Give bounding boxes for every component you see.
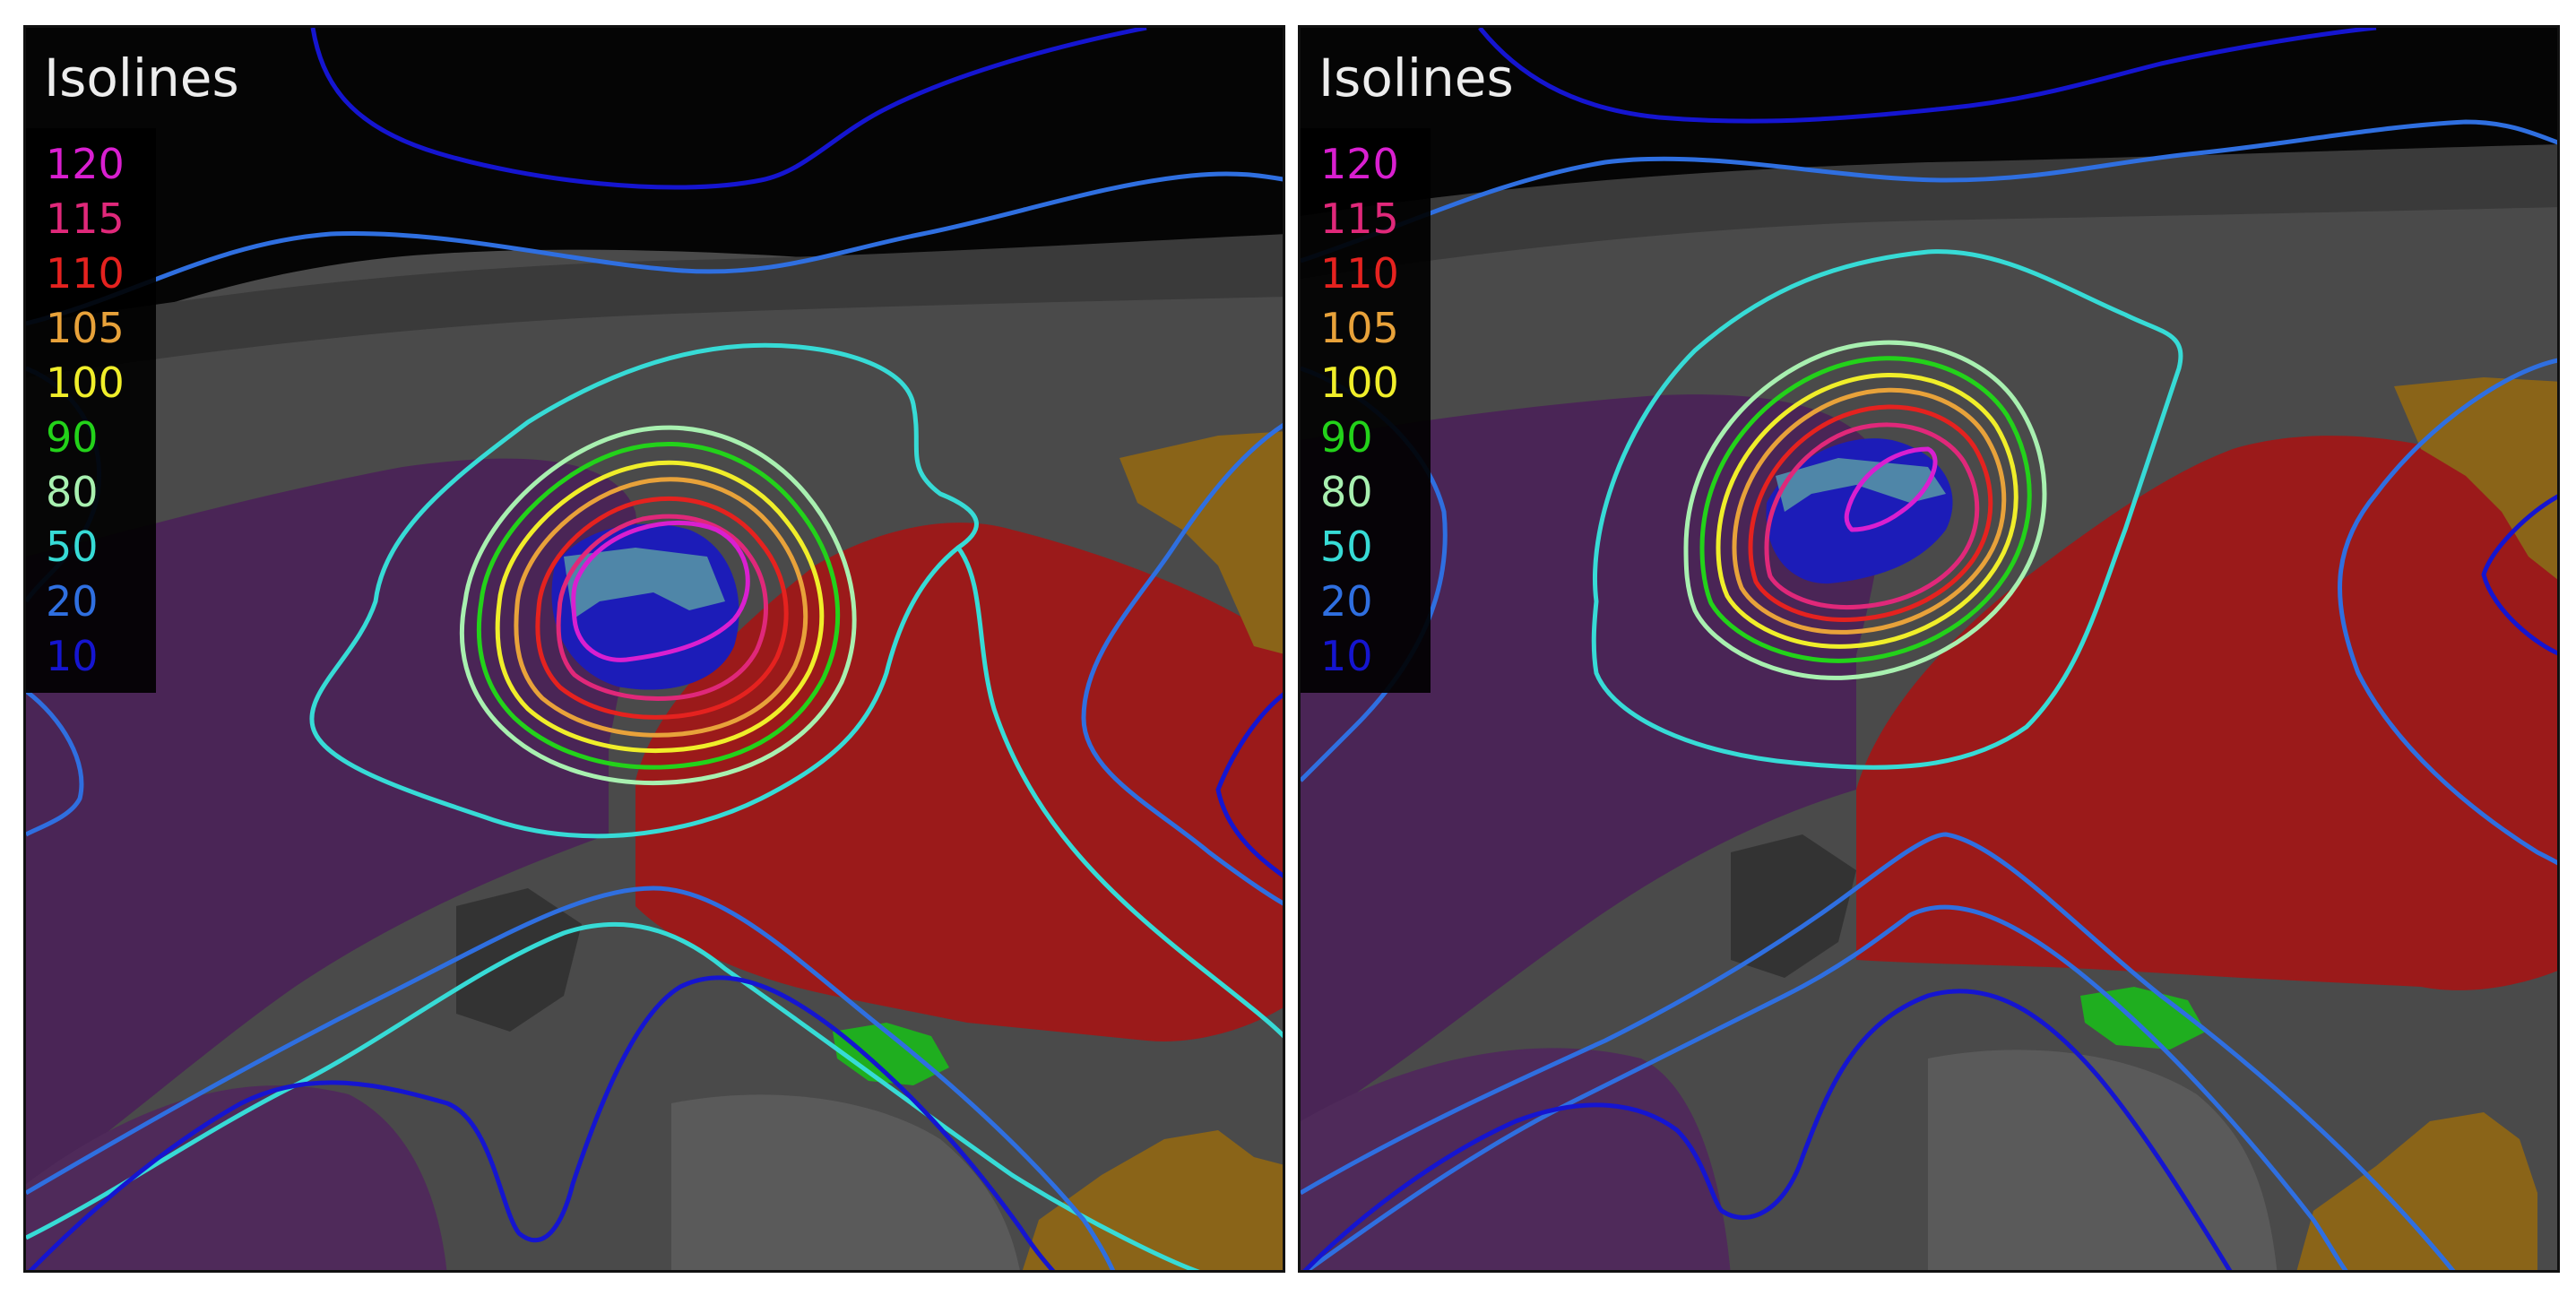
isoline-120	[571, 520, 750, 662]
isoline-10-top	[310, 28, 1147, 190]
right-legend-item-120: 120	[1320, 140, 1399, 188]
isoline-100	[1716, 372, 2018, 649]
right-legend-item-20: 20	[1320, 577, 1373, 626]
isoline-50-big	[309, 342, 979, 839]
right-legend-item-105: 105	[1320, 304, 1399, 352]
right-legend-item-50: 50	[1320, 523, 1373, 571]
isoline-20-top	[26, 171, 1283, 326]
isoline-100	[495, 460, 825, 754]
isoline-50-big	[1591, 249, 2183, 770]
right-legend-item-80: 80	[1320, 468, 1373, 516]
isoline-90	[1699, 356, 2032, 663]
isoline-10-bottom	[28, 975, 1056, 1270]
isoline-10-right	[1215, 692, 1283, 878]
dark-lower-texture	[456, 888, 582, 1032]
isoline-110	[535, 496, 789, 720]
isoline-20-bottom	[26, 886, 1116, 1270]
isoline-10-right	[2481, 494, 2557, 656]
right-legend-item-110: 110	[1320, 249, 1399, 298]
left-legend-item-105: 105	[46, 304, 125, 352]
left-legend-title: Isolines	[44, 48, 239, 108]
left-legend-item-90: 90	[46, 413, 99, 462]
isoline-10-top	[1478, 28, 2377, 124]
left-dose-image	[26, 28, 1283, 1270]
orange-organ-lower	[2296, 1112, 2537, 1270]
left-legend-item-110: 110	[46, 249, 125, 298]
red-organ	[1856, 436, 2557, 990]
left-legend-item-100: 100	[46, 359, 125, 407]
isoline-20-left-lower	[26, 689, 84, 837]
purple-organ	[26, 458, 638, 1193]
left-legend-item-80: 80	[46, 468, 99, 516]
left-legend-item-50: 50	[46, 523, 99, 571]
isoline-20-bottom	[1301, 832, 2456, 1270]
isoline-20-top	[1301, 119, 2557, 264]
isoline-20-right-loop	[2338, 358, 2557, 866]
right-isolines	[1301, 28, 2557, 1270]
target-lightblue	[564, 548, 725, 619]
right-legend-box: 120 115 110 105 100 90 80 50 20 10	[1301, 128, 1431, 693]
left-legend-item-20: 20	[46, 577, 99, 626]
isoline-105	[1732, 387, 2007, 635]
isoline-50-bottom	[26, 921, 1201, 1270]
right-dose-panel: 120 115 110 105 100 90 80 50 20 10 Isoli…	[1298, 25, 2560, 1273]
right-legend-item-115: 115	[1320, 194, 1399, 243]
isoline-90	[476, 442, 841, 770]
isoline-20-right	[1081, 422, 1283, 906]
grey-lower-structure	[671, 1094, 1020, 1270]
isoline-80	[459, 425, 857, 785]
isoline-110	[1748, 404, 1993, 622]
right-legend-item-100: 100	[1320, 359, 1399, 407]
grey-lower-structure	[1928, 1050, 2278, 1270]
right-legend-item-90: 90	[1320, 413, 1373, 462]
right-dose-image	[1301, 28, 2557, 1270]
right-legend-item-10: 10	[1320, 632, 1373, 680]
left-dose-panel: 120 115 110 105 100 90 80 50 20 10 Isoli…	[23, 25, 1285, 1273]
isoline-10-bottom	[1302, 989, 2233, 1270]
isoline-80	[1683, 340, 2047, 680]
isoline-105	[514, 477, 808, 738]
right-legend-title: Isolines	[1318, 48, 1514, 108]
left-legend-item-10: 10	[46, 632, 99, 680]
left-legend-box: 120 115 110 105 100 90 80 50 20 10	[26, 128, 156, 693]
isoline-115	[556, 514, 768, 701]
tissue-dark-band	[26, 234, 1283, 377]
dark-lower-texture	[1731, 834, 1856, 978]
tissue-dark-band	[1301, 144, 2557, 279]
purple-lower	[1301, 1048, 1731, 1270]
left-legend-item-120: 120	[46, 140, 125, 188]
isoline-20-lower-2	[1304, 904, 2348, 1270]
isoline-120	[1844, 446, 1938, 532]
orange-organ-upper	[1119, 431, 1283, 654]
isoline-115	[1764, 422, 1980, 610]
red-organ	[635, 523, 1283, 1041]
isoline-50-lower	[955, 546, 1283, 1039]
orange-organ-lower	[1022, 1130, 1283, 1270]
left-legend-item-115: 115	[46, 194, 125, 243]
